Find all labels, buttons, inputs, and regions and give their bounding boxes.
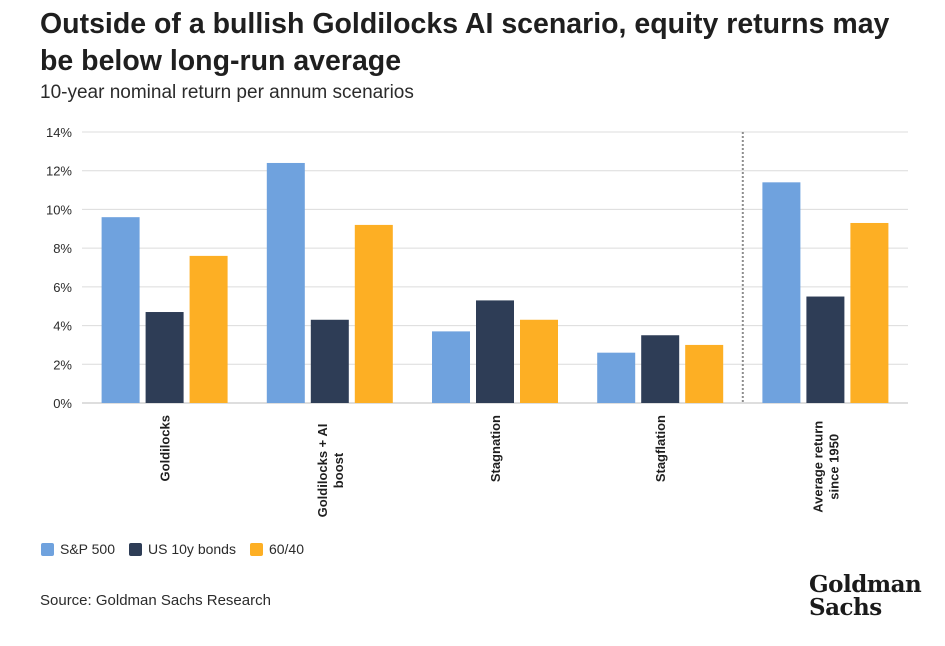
bar-sp500	[101, 217, 140, 403]
y-tick-label: 8%	[53, 241, 72, 256]
x-category-label: Stagnation	[488, 415, 503, 482]
legend-item-bonds: US 10y bonds	[129, 541, 236, 557]
y-tick-label: 4%	[53, 319, 72, 334]
legend-label-bonds: US 10y bonds	[148, 541, 236, 557]
bar-6040	[850, 222, 889, 403]
legend-swatch-sp500	[41, 542, 54, 556]
x-category-label: Goldilocks	[158, 415, 173, 481]
y-tick-label: 10%	[46, 202, 72, 217]
logo-line-2: Sachs	[809, 594, 882, 621]
bar-6040	[189, 255, 228, 403]
x-category-label: Stagflation	[653, 415, 668, 482]
legend-label-6040: 60/40	[268, 541, 305, 557]
goldman-sachs-logo: Goldman Sachs	[809, 571, 922, 621]
legend-swatch-6040	[249, 542, 263, 556]
legend-swatch-bonds	[129, 542, 143, 556]
y-tick-label: 2%	[53, 357, 72, 372]
source-note: Source: Goldman Sachs Research	[40, 592, 271, 609]
bar-sp500	[597, 352, 636, 403]
bar-sp500	[762, 182, 801, 403]
bar-chart: 0% 2% 4% 6% 8% 10% 12% 14% Goldilocks Goldilocks …	[46, 125, 908, 518]
bar-bonds	[310, 319, 349, 403]
logo-line-1: Goldman	[809, 571, 922, 598]
y-tick-label: 0%	[53, 396, 72, 411]
y-tick-label: 14%	[46, 125, 72, 140]
x-category-label: Goldilocks + AIboost	[315, 424, 346, 518]
chart-subtitle: 10-year nominal return per annum scenari…	[40, 82, 414, 103]
bar-sp500	[432, 331, 470, 403]
bar-6040	[520, 319, 558, 403]
legend: S&P 500 US 10y bonds 60/40	[41, 541, 318, 557]
legend-item-6040: 60/40	[249, 541, 305, 557]
chart-title: Outside of a bullish Goldilocks AI scena…	[40, 8, 890, 77]
legend-label-sp500: S&P 500	[60, 541, 116, 557]
bar-6040	[354, 224, 393, 403]
bar-bonds	[641, 335, 680, 403]
bar-6040	[685, 344, 724, 403]
bar-bonds	[806, 296, 845, 403]
y-tick-label: 6%	[53, 280, 72, 295]
y-tick-label: 12%	[46, 164, 72, 179]
legend-item-sp500: S&P 500	[41, 541, 115, 557]
bar-bonds	[145, 312, 184, 403]
x-category-label: Average returnsince 1950	[810, 421, 841, 513]
bar-sp500	[266, 162, 305, 403]
bar-bonds	[476, 300, 514, 403]
